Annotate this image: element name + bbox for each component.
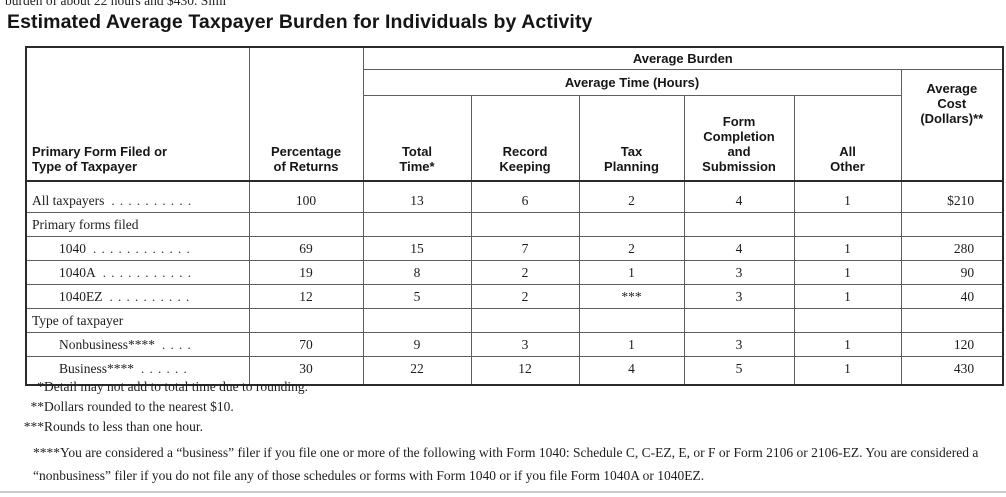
cell-percentage: 70: [248, 332, 364, 357]
cell-all-other: 1: [793, 236, 902, 261]
footnote-stars: **: [30, 399, 45, 414]
cell-record-keeping: 12: [470, 356, 580, 386]
header-average-burden: Average Burden: [362, 46, 1004, 70]
cell-average-cost: 90: [900, 260, 1004, 285]
cell-form-completion: 3: [683, 332, 795, 357]
footnote-rounding: * Detail may not add to total time due to…: [22, 377, 984, 397]
row-label: Primary forms filed: [25, 212, 250, 237]
dot-leader: . . . . . . . . . .: [109, 288, 191, 304]
cell-form-completion: 3: [683, 284, 795, 309]
row-label: Business****. . . . . .: [25, 356, 250, 386]
burden-table-container: Primary Form Filed or Type of Taxpayer P…: [25, 46, 1005, 386]
header-row-3: Total Time* Record Keeping Tax Planning …: [26, 95, 1003, 182]
dot-leader: . . . . . .: [141, 360, 188, 376]
header-total-time: Total Time*: [362, 95, 472, 182]
cell-percentage: 100: [248, 180, 364, 213]
row-label: Nonbusiness****. . . .: [25, 332, 250, 357]
footnotes-block: * Detail may not add to total time due to…: [22, 377, 984, 487]
cell-average-cost: 430: [900, 356, 1004, 386]
preceding-text-fragment: burden of about 22 hours and $430. Simi: [5, 0, 227, 8]
cell-all-other: 1: [793, 284, 902, 309]
cell-form-completion: 4: [683, 236, 795, 261]
table-row-primary-forms-filed: Primary forms filed: [25, 212, 1004, 237]
footnote-business-definition: ****You are considered a “business” file…: [33, 445, 979, 483]
footnote-stars: ***: [23, 419, 44, 434]
dot-leader: . . . . . . . . . . . .: [93, 240, 191, 256]
row-label: Type of taxpayer: [25, 308, 250, 333]
table-row-business: Business****. . . . . . 30 22 12 4 5 1 4…: [25, 356, 1004, 386]
cell-total-time: 15: [362, 236, 472, 261]
dot-leader: . . . . . . . . . .: [111, 192, 193, 208]
cell-record-keeping: 7: [470, 236, 580, 261]
header-percentage-of-returns: Percentage of Returns: [248, 46, 364, 182]
cell-tax-planning: 2: [578, 180, 685, 213]
cell-percentage: 30: [248, 356, 364, 386]
cell-average-cost: 120: [900, 332, 1004, 357]
header-record-keeping: Record Keeping: [470, 95, 580, 182]
cell-all-other: 1: [793, 356, 902, 386]
row-label: 1040A. . . . . . . . . . .: [25, 260, 250, 285]
table-row-all-taxpayers: All taxpayers. . . . . . . . . . 100 13 …: [25, 180, 1004, 213]
cell-tax-planning: 1: [578, 260, 685, 285]
cell-record-keeping: 6: [470, 180, 580, 213]
cell-tax-planning: 4: [578, 356, 685, 386]
header-row-1: Primary Form Filed or Type of Taxpayer P…: [25, 46, 1004, 182]
header-all-other: All Other: [793, 95, 902, 182]
cell-percentage: 19: [248, 260, 364, 285]
row-label: All taxpayers. . . . . . . . . .: [25, 180, 250, 213]
cell-form-completion: 5: [683, 356, 795, 386]
page-bottom-divider: [0, 491, 1006, 493]
cell-form-completion: 4: [683, 180, 795, 213]
footnote-stars: ****: [33, 445, 60, 460]
cell-total-time: 13: [362, 180, 472, 213]
cell-record-keeping: 3: [470, 332, 580, 357]
cell-record-keeping: 2: [470, 260, 580, 285]
cell-tax-planning: 1: [578, 332, 685, 357]
table-row-nonbusiness: Nonbusiness****. . . . 70 9 3 1 3 1 120: [25, 332, 1004, 357]
cell-total-time: 8: [362, 260, 472, 285]
cell-total-time: 5: [362, 284, 472, 309]
taxpayer-burden-table: Primary Form Filed or Type of Taxpayer P…: [25, 46, 1005, 386]
header-tax-planning: Tax Planning: [578, 95, 685, 182]
cell-record-keeping: 2: [470, 284, 580, 309]
header-form-completion-submission: Form Completion and Submission: [683, 95, 795, 182]
cell-form-completion: 3: [683, 260, 795, 285]
cell-tax-planning: ***: [578, 284, 685, 309]
footnote-rounds-hour: *** Rounds to less than one hour.: [22, 417, 984, 437]
table-row-1040: 1040. . . . . . . . . . . . 69 15 7 2 4 …: [25, 236, 1004, 261]
cell-all-other: 1: [793, 260, 902, 285]
cell-percentage: 12: [248, 284, 364, 309]
cell-average-cost: 40: [900, 284, 1004, 309]
header-row-2: Average Time (Hours) Average Cost (Dolla…: [26, 69, 1004, 182]
cell-average-cost: 280: [900, 236, 1004, 261]
footnote-dollars: ** Dollars rounded to the nearest $10.: [22, 397, 984, 417]
cell-all-other: 1: [793, 180, 902, 213]
cell-percentage: 69: [248, 236, 364, 261]
table-row-type-of-taxpayer: Type of taxpayer: [25, 308, 1004, 333]
header-primary-form: Primary Form Filed or Type of Taxpayer: [25, 46, 250, 182]
header-average-cost-dollars: Average Cost (Dollars)**: [900, 69, 1004, 182]
row-label: 1040. . . . . . . . . . . .: [25, 236, 250, 261]
cell-all-other: 1: [793, 332, 902, 357]
cell-average-cost: $210: [900, 180, 1004, 213]
table-title: Estimated Average Taxpayer Burden for In…: [7, 11, 593, 33]
cell-tax-planning: 2: [578, 236, 685, 261]
cell-total-time: 9: [362, 332, 472, 357]
footnote-stars: *: [37, 379, 44, 394]
dot-leader: . . . .: [162, 336, 192, 352]
row-label: 1040EZ. . . . . . . . . .: [25, 284, 250, 309]
table-row-1040ez: 1040EZ. . . . . . . . . . 12 5 2 *** 3 1…: [25, 284, 1004, 309]
header-average-time-hours: Average Time (Hours): [362, 69, 902, 96]
table-row-1040a: 1040A. . . . . . . . . . . 19 8 2 1 3 1 …: [25, 260, 1004, 285]
dot-leader: . . . . . . . . . . .: [102, 264, 192, 280]
